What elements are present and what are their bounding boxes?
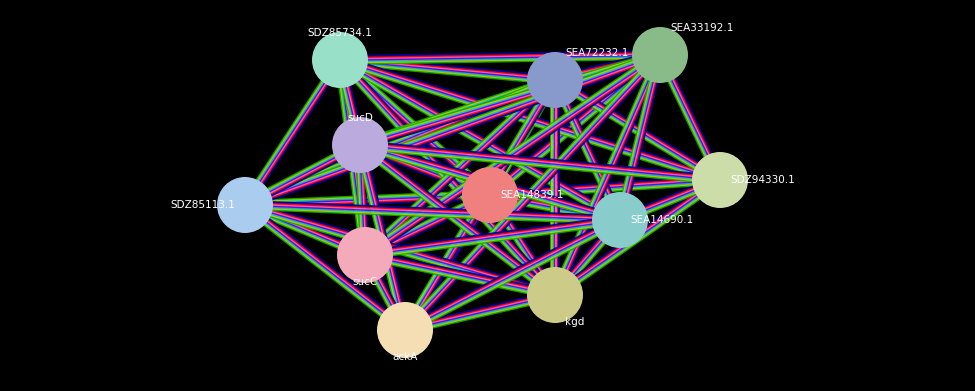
Circle shape xyxy=(632,27,688,83)
Circle shape xyxy=(332,117,388,173)
Text: SDZ85113.1: SDZ85113.1 xyxy=(170,200,235,210)
Circle shape xyxy=(217,177,273,233)
Text: sucD: sucD xyxy=(347,113,372,123)
Circle shape xyxy=(527,267,583,323)
Text: SEA33192.1: SEA33192.1 xyxy=(670,23,733,33)
Text: SEA72232.1: SEA72232.1 xyxy=(565,48,628,58)
Circle shape xyxy=(337,227,393,283)
Text: ackA: ackA xyxy=(392,352,417,362)
Text: SDZ94330.1: SDZ94330.1 xyxy=(730,175,795,185)
Text: SEA14690.1: SEA14690.1 xyxy=(630,215,693,225)
Text: SEA14839.1: SEA14839.1 xyxy=(500,190,564,200)
Circle shape xyxy=(592,192,648,248)
Text: sucC: sucC xyxy=(352,277,377,287)
Circle shape xyxy=(692,152,748,208)
Circle shape xyxy=(527,52,583,108)
Circle shape xyxy=(312,32,368,88)
Text: kgd: kgd xyxy=(565,317,584,327)
Circle shape xyxy=(377,302,433,358)
Circle shape xyxy=(462,167,518,223)
Text: SDZ85734.1: SDZ85734.1 xyxy=(307,28,372,38)
